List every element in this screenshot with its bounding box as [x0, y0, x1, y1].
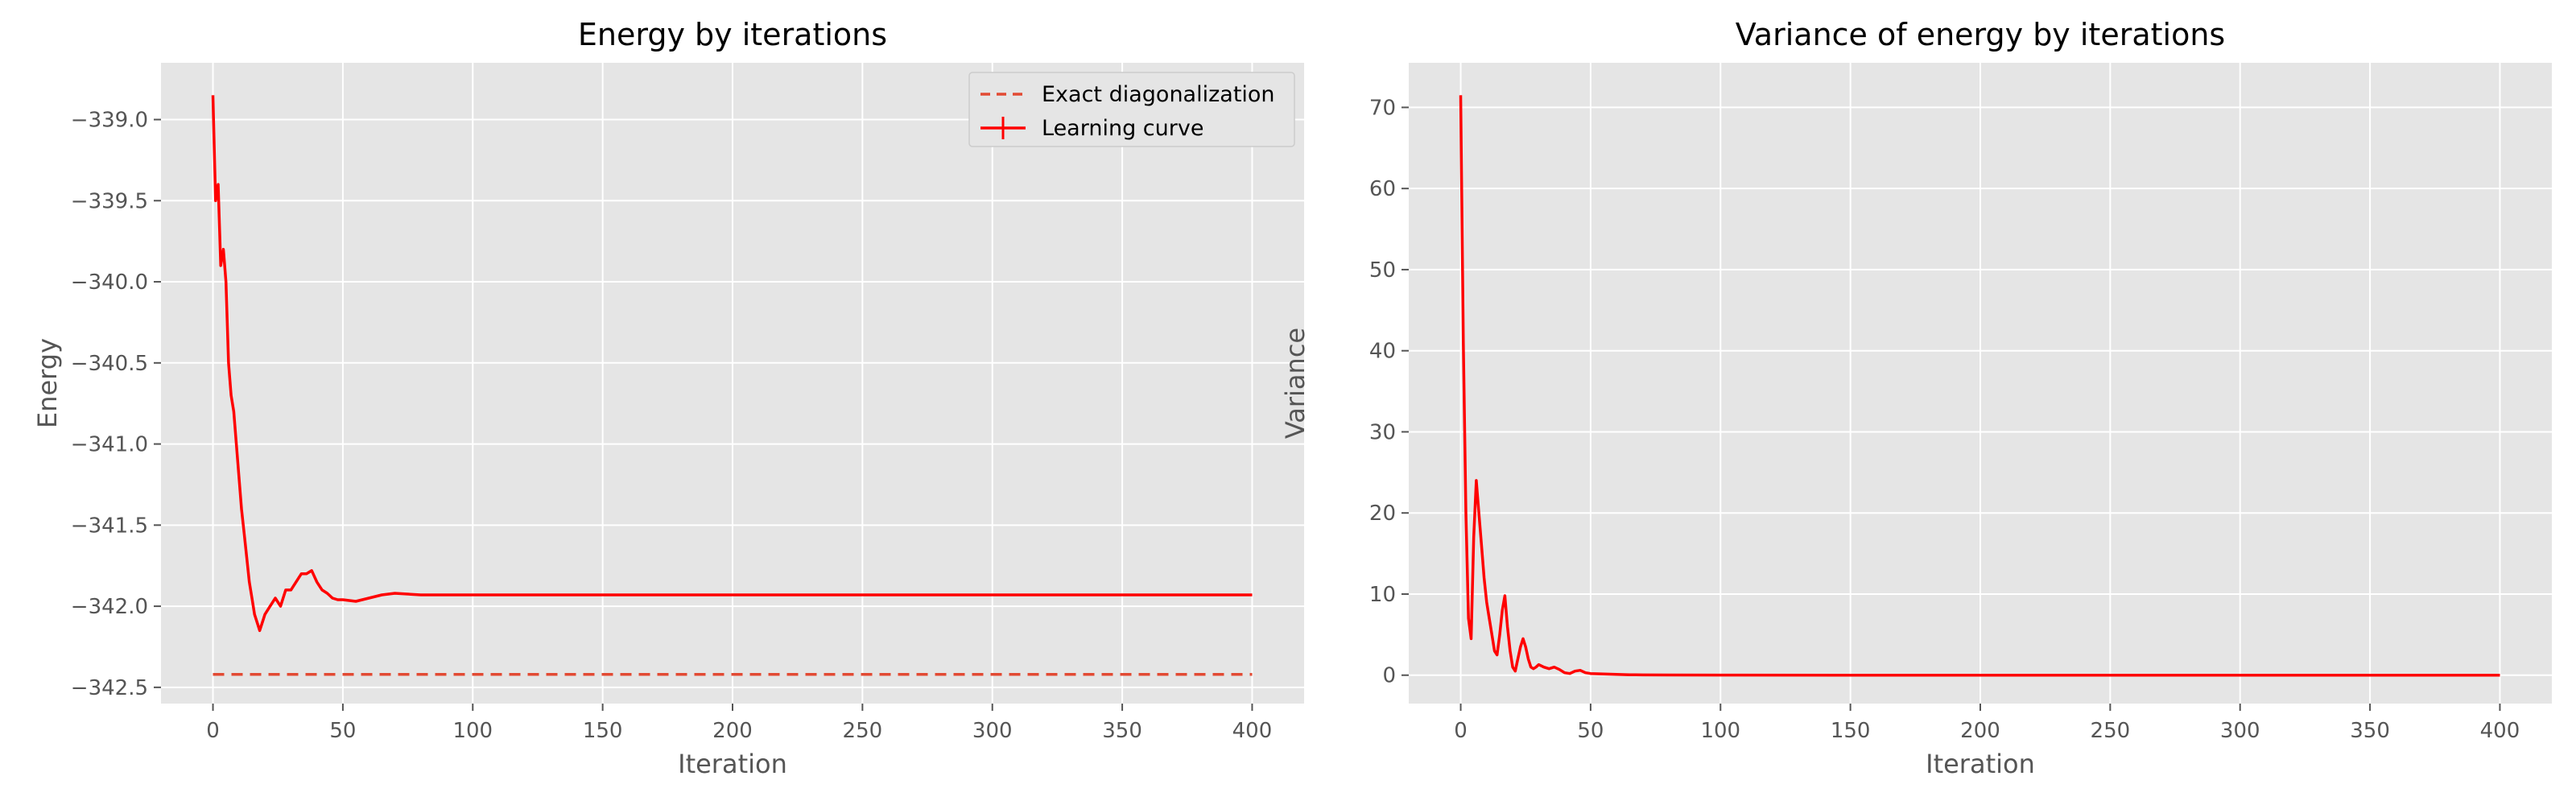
- energy-x-tick-label: 250: [843, 719, 883, 743]
- variance-y-tick-label: 10: [1369, 583, 1396, 607]
- energy-plot: 0 50 100 150 200 250 300 350 400 −342.5 −342.0 −341…: [32, 17, 1304, 779]
- variance-y-tick-label: 0: [1382, 664, 1396, 688]
- energy-x-tick-label: 100: [452, 719, 493, 743]
- variance-x-tick-label: 100: [1700, 719, 1740, 743]
- variance-y-tick-label: 30: [1369, 420, 1396, 444]
- energy-x-tick-label: 400: [1232, 719, 1273, 743]
- legend-label-0: Exact diagonalization: [1042, 82, 1275, 107]
- variance-y-tick-label: 20: [1369, 502, 1396, 526]
- energy-y-tick-label: −340.5: [71, 352, 148, 376]
- variance-y-tick-label: 40: [1369, 340, 1396, 364]
- energy-y-tick-label: −342.0: [71, 595, 148, 619]
- energy-x-axis-label: Iteration: [678, 749, 787, 779]
- energy-chart-title: Energy by iterations: [578, 17, 887, 52]
- energy-y-tick-label: −341.0: [71, 433, 148, 457]
- variance-x-tick-label: 400: [2480, 719, 2520, 743]
- variance-plot: 0 50 100 150 200 250 300 350 400010203040506070 …: [1280, 17, 2552, 779]
- variance-y-axis-label: Variance: [1280, 328, 1311, 439]
- energy-x-tick-label: 200: [712, 719, 753, 743]
- variance-x-tick-label: 350: [2350, 719, 2390, 743]
- energy-y-tick-label: −342.5: [71, 676, 148, 700]
- variance-x-tick-label: 300: [2220, 719, 2260, 743]
- energy-y-tick-label: −339.0: [71, 109, 148, 133]
- variance-y-tick-label: 60: [1369, 177, 1396, 201]
- variance-x-tick-label: 50: [1577, 719, 1604, 743]
- energy-y-axis-label: Energy: [32, 338, 63, 428]
- energy-legend: Exact diagonalization Learning curve: [969, 72, 1294, 147]
- variance-y-tick-label: 50: [1369, 258, 1396, 283]
- energy-x-tick-label: 0: [206, 719, 220, 743]
- energy-x-tick-label: 300: [972, 719, 1013, 743]
- energy-y-tick-label: −339.5: [71, 189, 148, 213]
- variance-x-tick-label: 150: [1831, 719, 1871, 743]
- energy-x-tick-label: 150: [583, 719, 623, 743]
- variance-x-tick-label: 0: [1454, 719, 1468, 743]
- energy-y-tick-label: −341.5: [71, 514, 148, 538]
- variance-chart-title: Variance of energy by iterations: [1736, 17, 2225, 52]
- variance-x-tick-label: 250: [2091, 719, 2131, 743]
- energy-x-tick-label: 350: [1102, 719, 1142, 743]
- legend-label-1: Learning curve: [1042, 116, 1203, 141]
- energy-y-tick-label: −340.0: [71, 270, 148, 295]
- energy-x-tick-label: 50: [329, 719, 356, 743]
- variance-x-axis-label: Iteration: [1926, 749, 2035, 779]
- variance-y-tick-label: 70: [1369, 96, 1396, 120]
- variance-x-tick-label: 200: [1960, 719, 2000, 743]
